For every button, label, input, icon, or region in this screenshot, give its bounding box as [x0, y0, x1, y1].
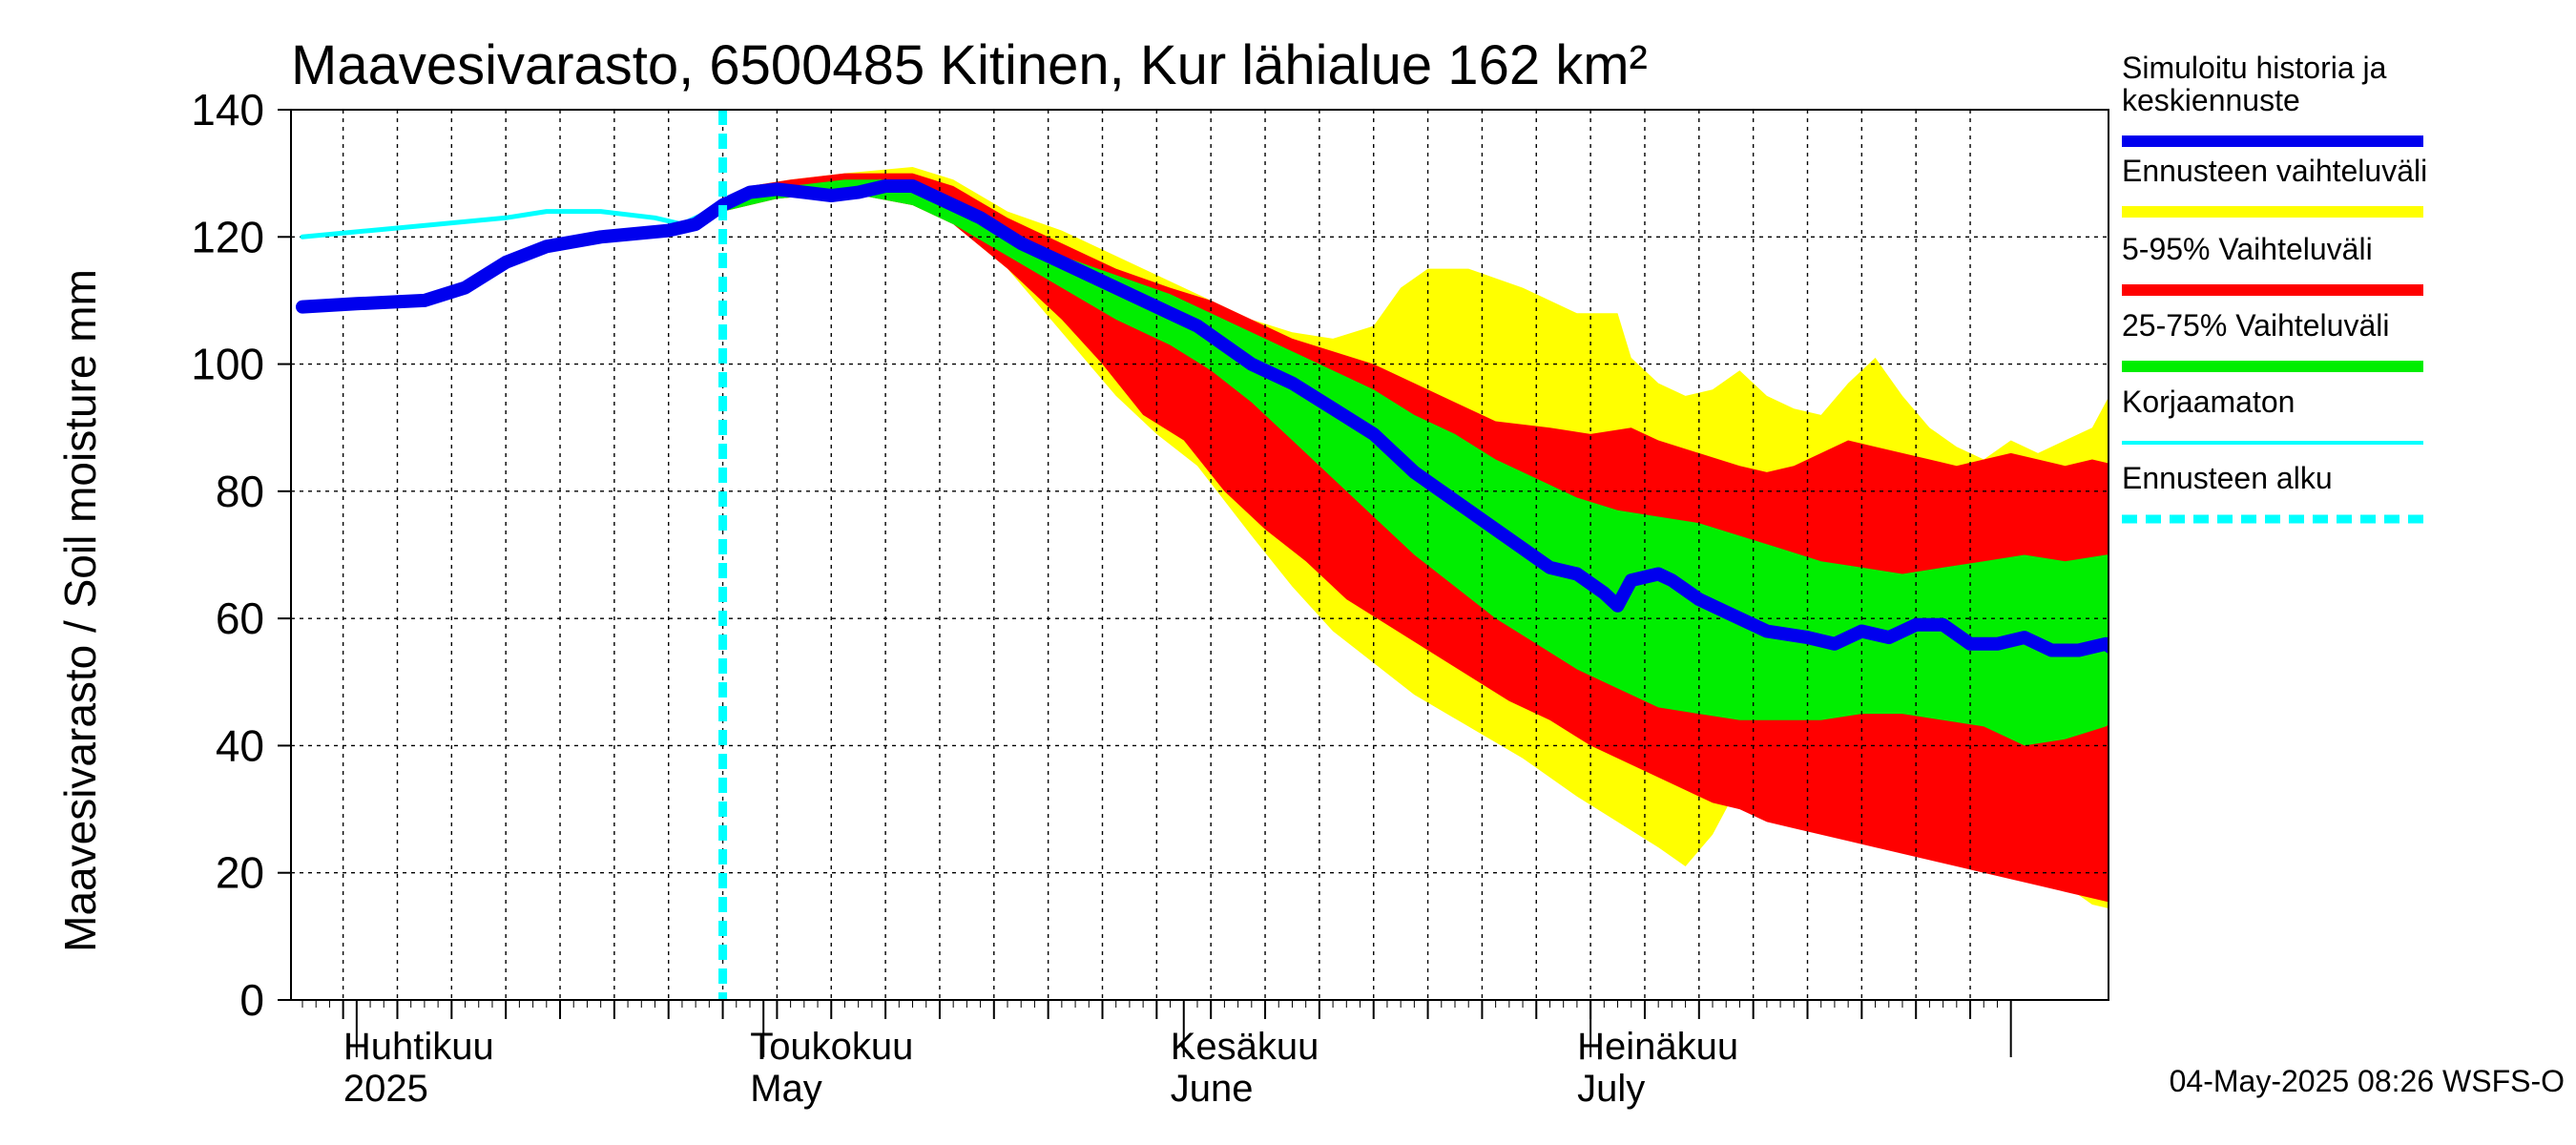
legend-label-simuloitu-historia-ja: Simuloitu historia ja [2122, 51, 2387, 85]
band-25-75-vaihteluvali [722, 179, 2109, 746]
y-tick-label-60: 60 [216, 593, 264, 643]
month-sublabel-july: July [1577, 1068, 1645, 1110]
y-tick-label-80: 80 [216, 467, 264, 516]
y-tick-label-20: 20 [216, 848, 264, 898]
y-tick-label-100: 100 [191, 340, 264, 389]
month-sublabel-2025: 2025 [343, 1068, 428, 1110]
month-label-huhtikuu: Huhtikuu [343, 1026, 494, 1068]
legend-label-25-75-vaihteluvali: 25-75% Vaihteluväli [2122, 308, 2389, 343]
plot-frame [290, 109, 2109, 1001]
series-line-simuloitu-historia-ja-keskiennuste [296, 179, 2109, 657]
chart-title: Maavesivarasto, 6500485 Kitinen, Kur läh… [291, 34, 1648, 96]
bands-layer [722, 167, 2109, 909]
series-line-korjaamaton [300, 202, 726, 239]
y-axis: 0 20 40 60 80 100 120 140 [191, 85, 291, 1025]
y-tick-label-140: 140 [191, 85, 264, 135]
month-label-heinakuu: Heinäkuu [1577, 1026, 1738, 1068]
y-tick-label-0: 0 [239, 975, 264, 1025]
grid-layer [291, 109, 2109, 1000]
y-tick-label-120: 120 [191, 212, 264, 261]
month-sublabel-may: May [750, 1068, 822, 1110]
legend-label-5-95-vaihteluvali: 5-95% Vaihteluväli [2122, 232, 2373, 266]
y-tick-label-40: 40 [216, 720, 264, 770]
x-axis [301, 1000, 2012, 1057]
month-sublabel-june: June [1171, 1068, 1254, 1110]
y-axis-label: Maavesivarasto / Soil moisture mm [55, 269, 105, 952]
legend-label-ennusteen-alku: Ennusteen alku [2122, 461, 2333, 495]
month-label-kesakuu: Kesäkuu [1171, 1026, 1319, 1068]
legend-label-ennusteen-vaihteluvali: Ennusteen vaihteluväli [2122, 154, 2427, 188]
series-layer [296, 179, 2109, 657]
legend-label-korjaamaton: Korjaamaton [2122, 385, 2295, 419]
month-label-toukokuu: Toukokuu [750, 1026, 913, 1068]
legend-label-simuloitu-historia-ja: keskiennuste [2122, 83, 2300, 117]
footer-timestamp: 04-May-2025 08:26 WSFS-O [2170, 1064, 2565, 1098]
